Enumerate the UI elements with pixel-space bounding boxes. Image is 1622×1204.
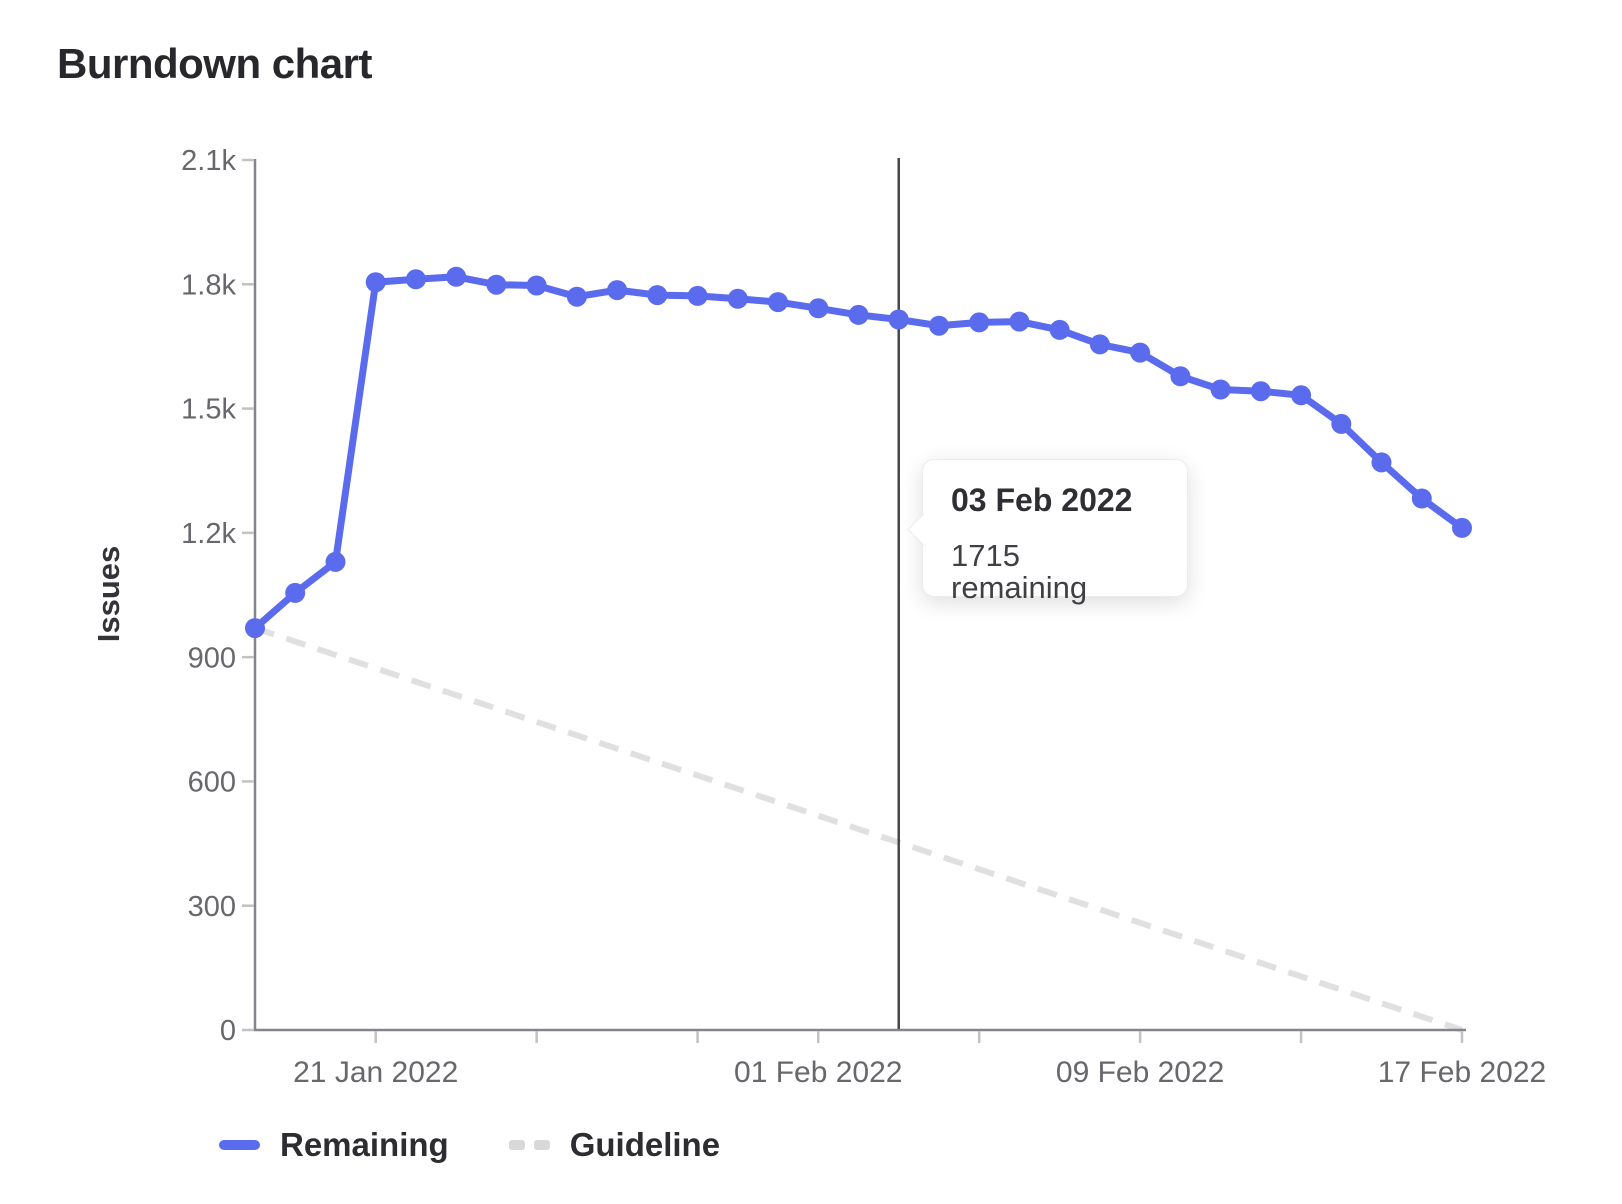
legend-item-guideline[interactable]: Guideline: [508, 1126, 721, 1164]
data-point[interactable]: [566, 286, 587, 307]
tooltip-date: 03 Feb 2022: [951, 482, 1133, 518]
data-point[interactable]: [405, 269, 426, 290]
guideline-line: [254, 625, 1463, 1033]
legend-label-remaining: Remaining: [280, 1126, 449, 1163]
y-tick-label: 0: [220, 1015, 236, 1047]
y-tick-label: 1.8k: [181, 269, 236, 301]
data-point[interactable]: [647, 285, 668, 306]
guideline-swatch-icon: [508, 1140, 550, 1150]
data-point[interactable]: [929, 315, 949, 336]
data-point[interactable]: [1009, 311, 1030, 332]
x-tick-label: 17 Feb 2022: [1378, 1056, 1546, 1089]
data-point[interactable]: [1452, 517, 1472, 538]
data-point[interactable]: [285, 582, 306, 603]
legend-label-guideline: Guideline: [569, 1126, 721, 1163]
data-point[interactable]: [1170, 366, 1191, 387]
data-point[interactable]: [1089, 334, 1110, 355]
data-point[interactable]: [1210, 379, 1231, 400]
data-point[interactable]: [245, 618, 265, 639]
data-point[interactable]: [1411, 488, 1432, 509]
page-title: Burndown chart: [57, 40, 373, 87]
data-point[interactable]: [365, 272, 386, 293]
data-point[interactable]: [1291, 385, 1312, 406]
data-point[interactable]: [526, 275, 547, 296]
legend-item-remaining[interactable]: Remaining: [219, 1126, 449, 1164]
axis-lines: [253, 159, 1466, 1032]
data-point[interactable]: [1331, 413, 1352, 434]
data-point[interactable]: [1371, 452, 1392, 473]
data-point[interactable]: [888, 309, 909, 330]
y-tick-label: 600: [188, 767, 236, 799]
data-point[interactable]: [1130, 342, 1151, 363]
data-point[interactable]: [325, 551, 346, 572]
data-point[interactable]: [727, 288, 748, 309]
y-tick-label: 1.5k: [181, 394, 236, 426]
remaining-swatch-icon: [219, 1140, 260, 1150]
data-point[interactable]: [969, 312, 990, 333]
tooltip-value: 1715 remaining: [951, 537, 1088, 606]
y-tick-label: 2.1k: [181, 145, 236, 177]
tooltip: 03 Feb 2022 1715 remaining: [907, 459, 1188, 604]
y-tick-label: 300: [188, 891, 236, 923]
x-tick-label: 01 Feb 2022: [734, 1056, 902, 1089]
data-point[interactable]: [808, 298, 829, 319]
data-point[interactable]: [1049, 319, 1070, 340]
y-axis-title: Issues: [91, 546, 126, 643]
y-tick-label: 1.2k: [181, 518, 236, 550]
data-point[interactable]: [768, 292, 788, 313]
y-tick-label: 900: [188, 642, 236, 674]
data-point[interactable]: [607, 280, 628, 301]
x-tick-label: 21 Jan 2022: [293, 1056, 458, 1089]
remaining-line: [251, 273, 1466, 632]
legend: Remaining Guideline: [219, 1126, 720, 1164]
data-point[interactable]: [848, 304, 869, 325]
data-point[interactable]: [486, 274, 507, 295]
x-tick-label: 09 Feb 2022: [1056, 1056, 1224, 1089]
data-point[interactable]: [687, 285, 708, 306]
data-point[interactable]: [1250, 381, 1271, 402]
data-point[interactable]: [446, 266, 467, 287]
